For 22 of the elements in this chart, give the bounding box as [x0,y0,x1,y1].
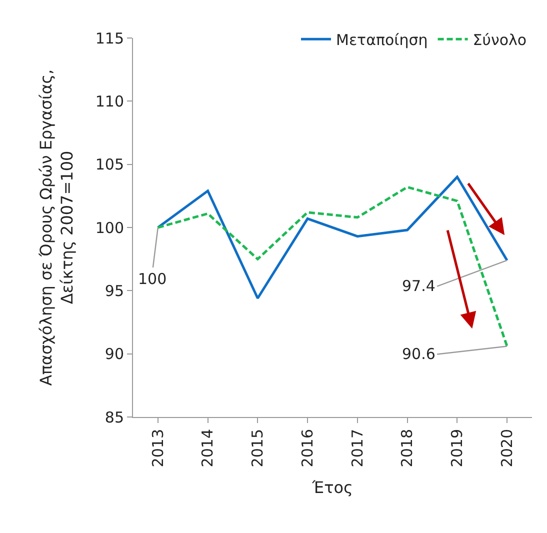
annotation: 100 [138,270,167,288]
y-tick-label: 115 [95,29,124,48]
x-tick-label: 2020 [498,429,516,468]
y-tick-label: 110 [95,92,124,110]
x-tick-label: 2014 [198,429,217,468]
y-tick-label: 90 [104,345,124,364]
annotation: 97.4 [402,277,436,295]
y-tick-label: 105 [95,156,124,174]
x-tick-label: 2018 [398,429,416,468]
y-tick-label: 95 [104,282,124,300]
x-tick-label: 2013 [148,429,167,468]
y-axis-title: Απασχόληση σε Όρους Ωρών Εργασίας, Δείκτης 2007=100 [36,69,76,386]
x-tick-label: 2015 [248,429,267,468]
legend-label: Σύνολο [472,30,527,49]
x-tick-label: 2019 [448,429,466,468]
legend-label: Μεταποίηση [336,30,428,49]
x-tick-label: 2016 [298,429,316,468]
x-tick-label: 2017 [348,429,366,468]
y-tick-label: 85 [104,408,124,426]
annotation: 90.6 [402,345,436,363]
y-tick-label: 100 [95,218,124,237]
x-axis-title: Έτος [311,478,353,497]
